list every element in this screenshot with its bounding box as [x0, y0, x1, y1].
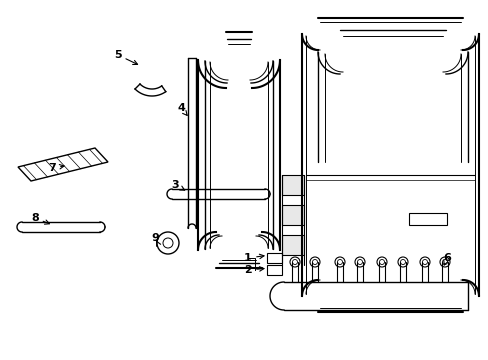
Text: 7: 7: [48, 163, 56, 173]
Text: 8: 8: [31, 213, 39, 223]
Text: 9: 9: [151, 233, 159, 243]
Text: 4: 4: [177, 103, 184, 113]
Bar: [266, 253, 282, 263]
Bar: [282, 235, 304, 255]
Text: 6: 6: [442, 253, 450, 263]
Bar: [282, 205, 304, 225]
Text: 5: 5: [114, 50, 122, 60]
Text: 2: 2: [244, 265, 251, 275]
Bar: [266, 265, 282, 275]
Text: 3: 3: [171, 180, 179, 190]
Bar: [408, 213, 446, 225]
Text: 1: 1: [244, 253, 251, 263]
Bar: [282, 175, 304, 195]
